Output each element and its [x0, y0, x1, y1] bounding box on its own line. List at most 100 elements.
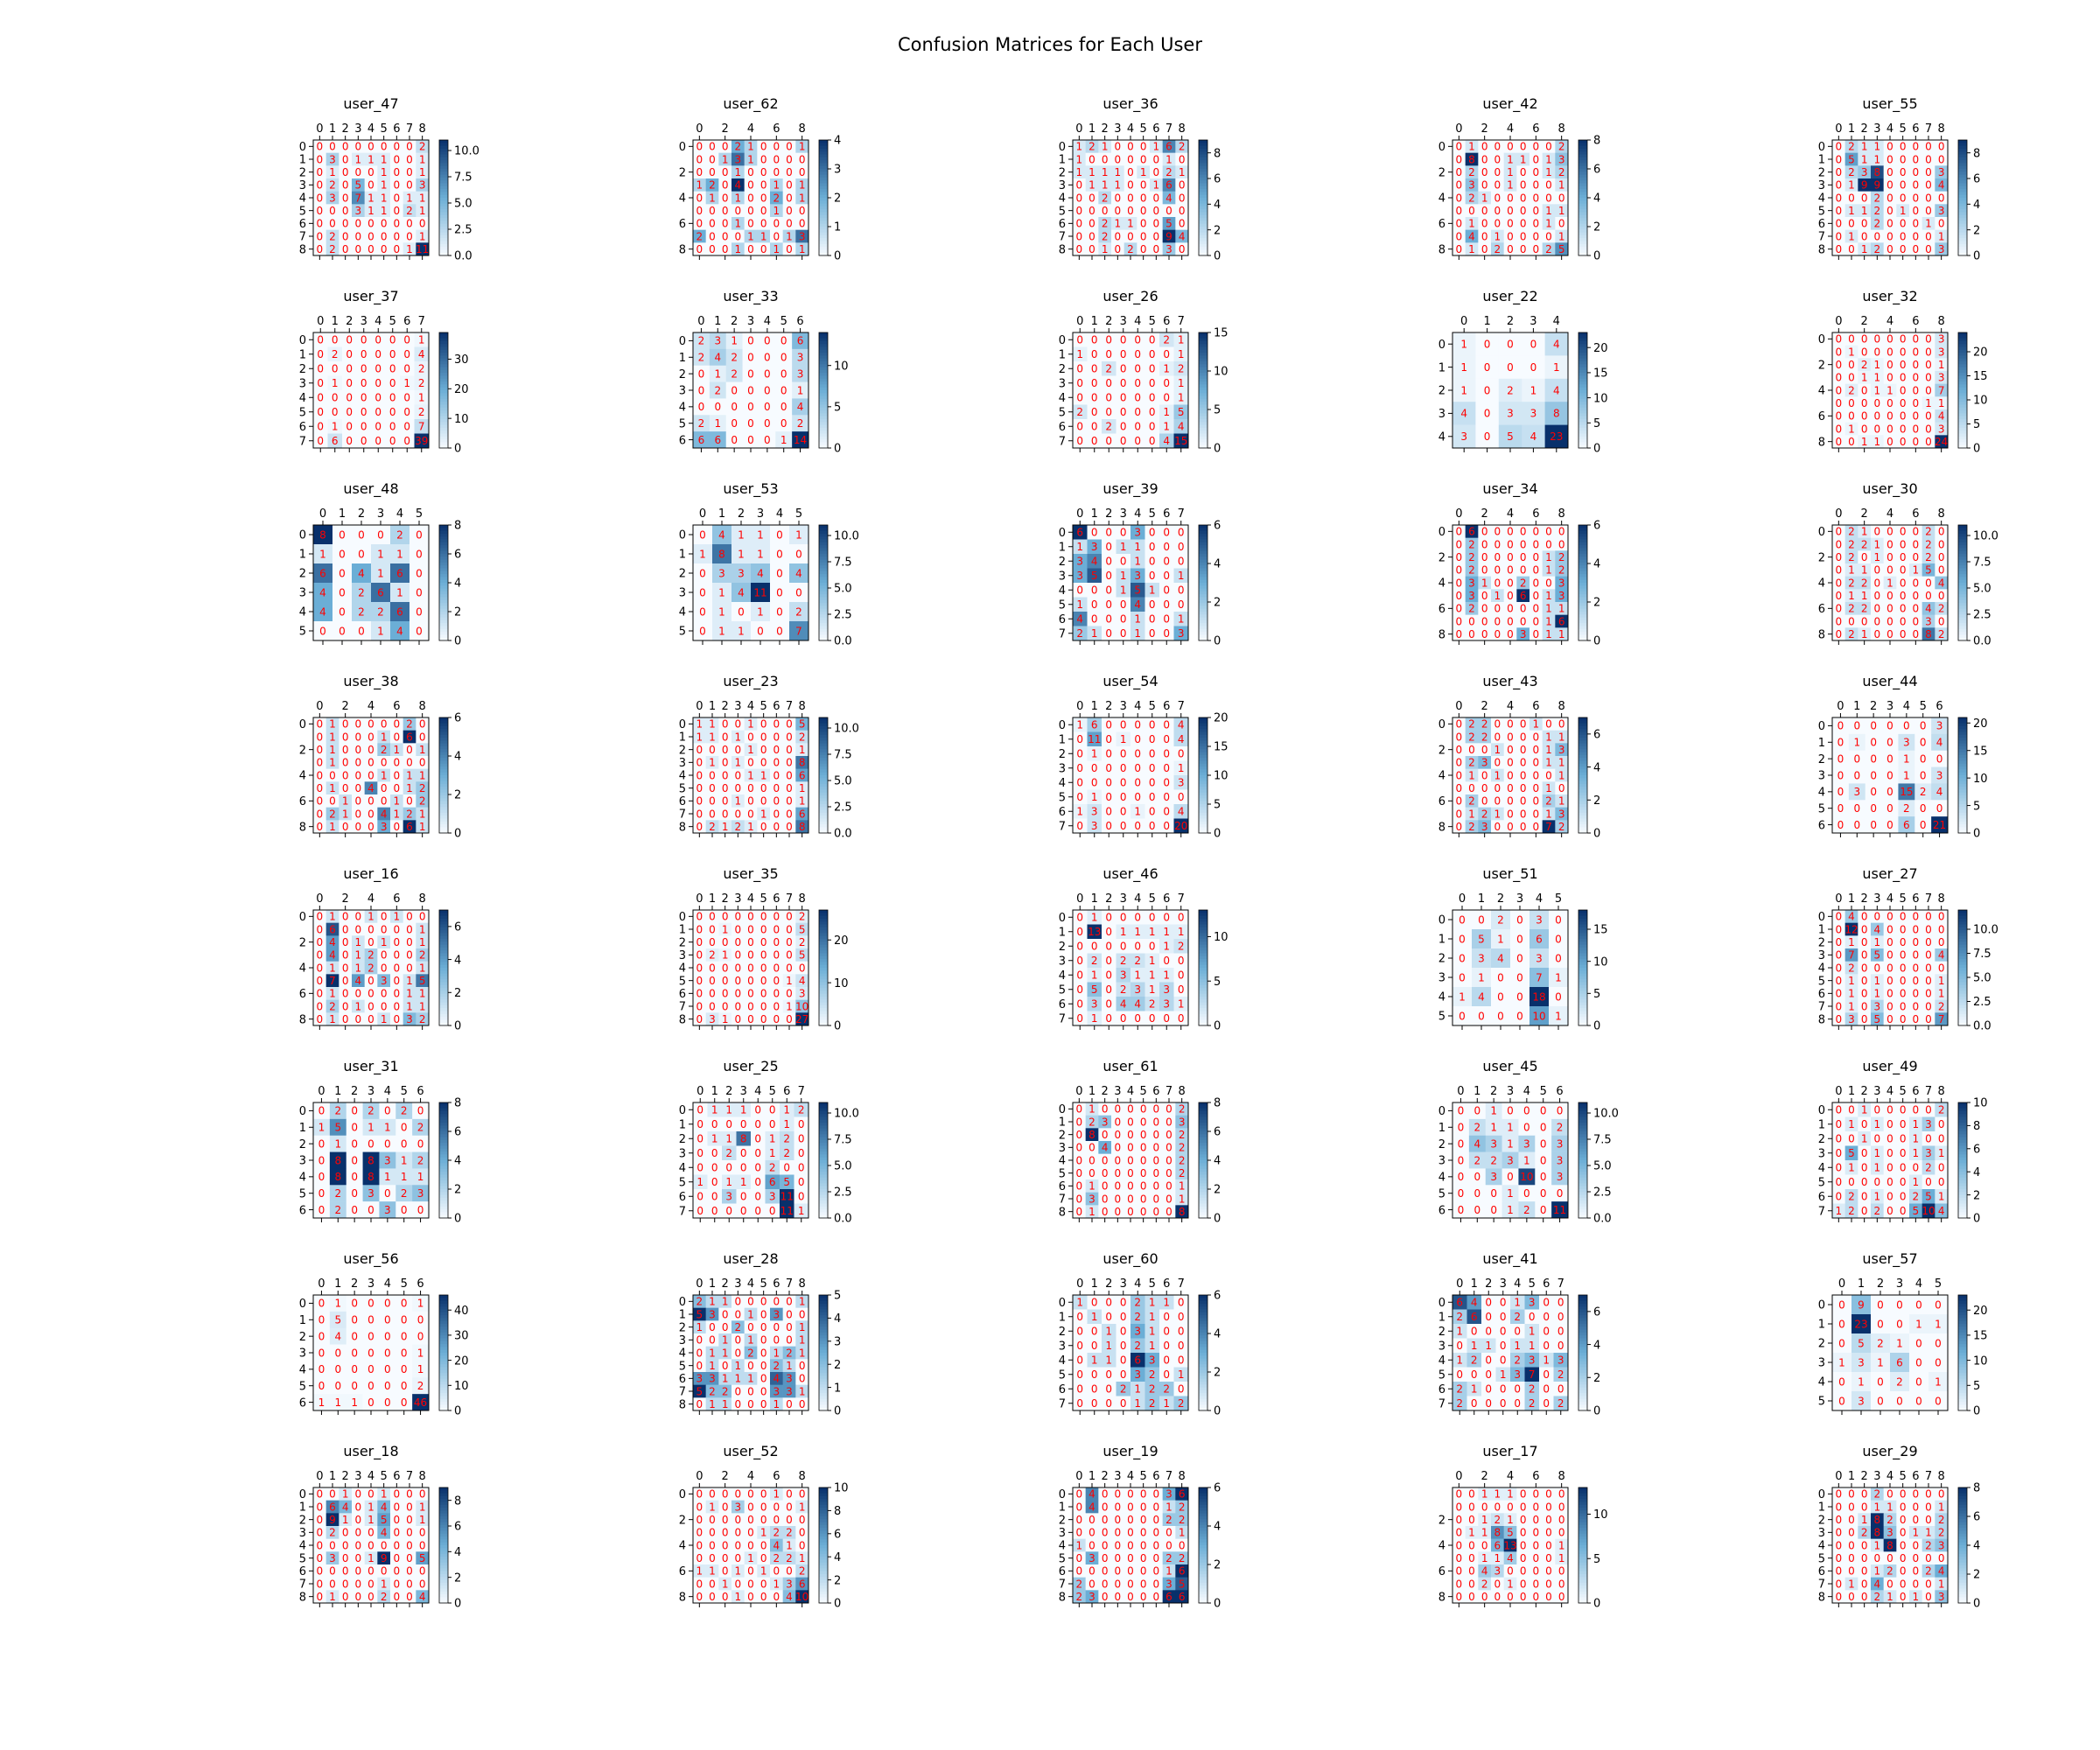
cell-value: 1 [1120, 733, 1127, 746]
cell-value: 0 [342, 949, 349, 962]
x-tick-label: 4 [1886, 315, 1894, 328]
cell-value: 2 [1545, 243, 1552, 256]
colorbar-segment [1199, 384, 1208, 388]
colorbar-segment [819, 247, 828, 250]
colorbar-segment [1199, 157, 1208, 161]
cell-value: 0 [1520, 718, 1527, 731]
cell-value: 0 [1105, 613, 1112, 626]
cell-value: 0 [355, 769, 362, 781]
y-tick-label: 0 [299, 718, 306, 732]
colorbar-segment [439, 763, 448, 767]
cell-value: 0 [735, 205, 742, 217]
cell-value: 0 [1481, 744, 1488, 756]
colorbar-segment [1199, 599, 1208, 604]
colorbar-segment [1199, 192, 1208, 196]
cell-value: 6 [1520, 590, 1527, 602]
colorbar-segment [1578, 778, 1587, 782]
cell-value: 1 [1553, 361, 1560, 374]
cell-value: 0 [1134, 406, 1141, 418]
cell-value: 0 [1120, 791, 1127, 803]
y-tick-label: 6 [299, 218, 306, 231]
cell-value: 4 [1938, 577, 1945, 589]
y-tick-label: 4 [679, 192, 686, 206]
cell-value: 0 [786, 218, 793, 230]
heatmap-cell [1478, 178, 1492, 192]
colorbar-segment [439, 585, 448, 590]
colorbar-segment [439, 988, 448, 991]
x-tick-label: 7 [418, 315, 425, 328]
y-tick-label: 5 [1059, 406, 1066, 419]
colorbar-segment [1958, 194, 1967, 199]
colorbar-segment [1199, 194, 1208, 199]
cell-value: 0 [1481, 141, 1488, 153]
cell-value: 0 [786, 731, 793, 743]
cell-value: 0 [355, 230, 362, 242]
colorbar-segment [1578, 249, 1587, 254]
colorbar-segment [1958, 209, 1967, 213]
cell-value: 0 [1456, 577, 1463, 589]
cell-value: 1 [731, 335, 738, 347]
cell-value: 0 [1913, 153, 1920, 165]
x-tick-label: 6 [1163, 508, 1170, 521]
cell-value: 0 [406, 911, 413, 923]
cell-value: 0 [1913, 205, 1920, 217]
x-tick-label: 6 [1152, 122, 1159, 136]
colorbar-segment [1199, 189, 1208, 192]
cell-value: 0 [1533, 153, 1540, 165]
cell-value: 0 [1507, 769, 1514, 781]
colorbar-segment [819, 344, 828, 347]
cell-value: 0 [1507, 538, 1514, 550]
x-tick-label: 1 [1091, 700, 1098, 713]
cell-value: 1 [381, 179, 388, 192]
cell-value: 0 [722, 975, 729, 987]
cell-value: 3 [1178, 627, 1185, 640]
colorbar-segment [819, 603, 828, 606]
colorbar-segment [819, 984, 828, 989]
colorbar-segment [819, 232, 828, 236]
y-tick-label: 2 [1438, 551, 1446, 564]
cell-value: 1 [1848, 205, 1855, 217]
cell-value: 0 [1481, 526, 1488, 538]
colorbar-segment [1199, 186, 1208, 190]
colorbar-tick-label: 7.5 [834, 749, 852, 762]
cell-value: 1 [1903, 752, 1910, 765]
x-tick-label: 8 [1558, 122, 1565, 136]
heatmap-cell [1503, 165, 1517, 179]
colorbar-segment [439, 973, 448, 977]
heatmap-cell [1124, 165, 1138, 179]
cell-value: 4 [1530, 430, 1537, 443]
cell-value: 0 [317, 179, 324, 192]
cell-value: 0 [339, 548, 346, 560]
colorbar-tick-label: 8 [1593, 135, 1600, 148]
cell-value: 0 [317, 230, 324, 242]
cell-value: 1 [342, 795, 349, 808]
cell-value: 2 [419, 949, 426, 962]
cell-value: 0 [1900, 243, 1907, 256]
cell-value: 0 [1105, 527, 1112, 539]
colorbar-segment [1578, 559, 1587, 564]
x-tick-label: 1 [329, 122, 336, 136]
cell-value: 0 [735, 936, 742, 948]
colorbar-segment [1578, 413, 1587, 417]
cell-value: 2 [1920, 786, 1927, 798]
cell-value: 1 [760, 808, 767, 820]
panel-title: user_16 [343, 865, 398, 883]
cell-value: 0 [735, 975, 742, 987]
x-tick-label: 6 [1532, 508, 1539, 521]
cell-value: 0 [1149, 777, 1156, 789]
cell-value: 1 [1481, 577, 1488, 589]
cell-value: 1 [1163, 363, 1170, 375]
cell-value: 0 [1091, 334, 1098, 346]
colorbar-segment [1578, 143, 1587, 147]
colorbar-segment [439, 1013, 448, 1018]
colorbar-segment [1958, 623, 1967, 626]
cell-value: 0 [1507, 551, 1514, 564]
cell-value: 0 [1456, 141, 1463, 153]
cell-value: 0 [735, 949, 742, 962]
cell-value: 0 [1925, 230, 1932, 242]
y-tick-label: 3 [1818, 179, 1825, 192]
cell-value: 1 [1163, 970, 1170, 982]
cell-value: 4 [1936, 786, 1943, 798]
cell-value: 1 [1925, 218, 1932, 230]
cell-value: 2 [1848, 551, 1855, 564]
